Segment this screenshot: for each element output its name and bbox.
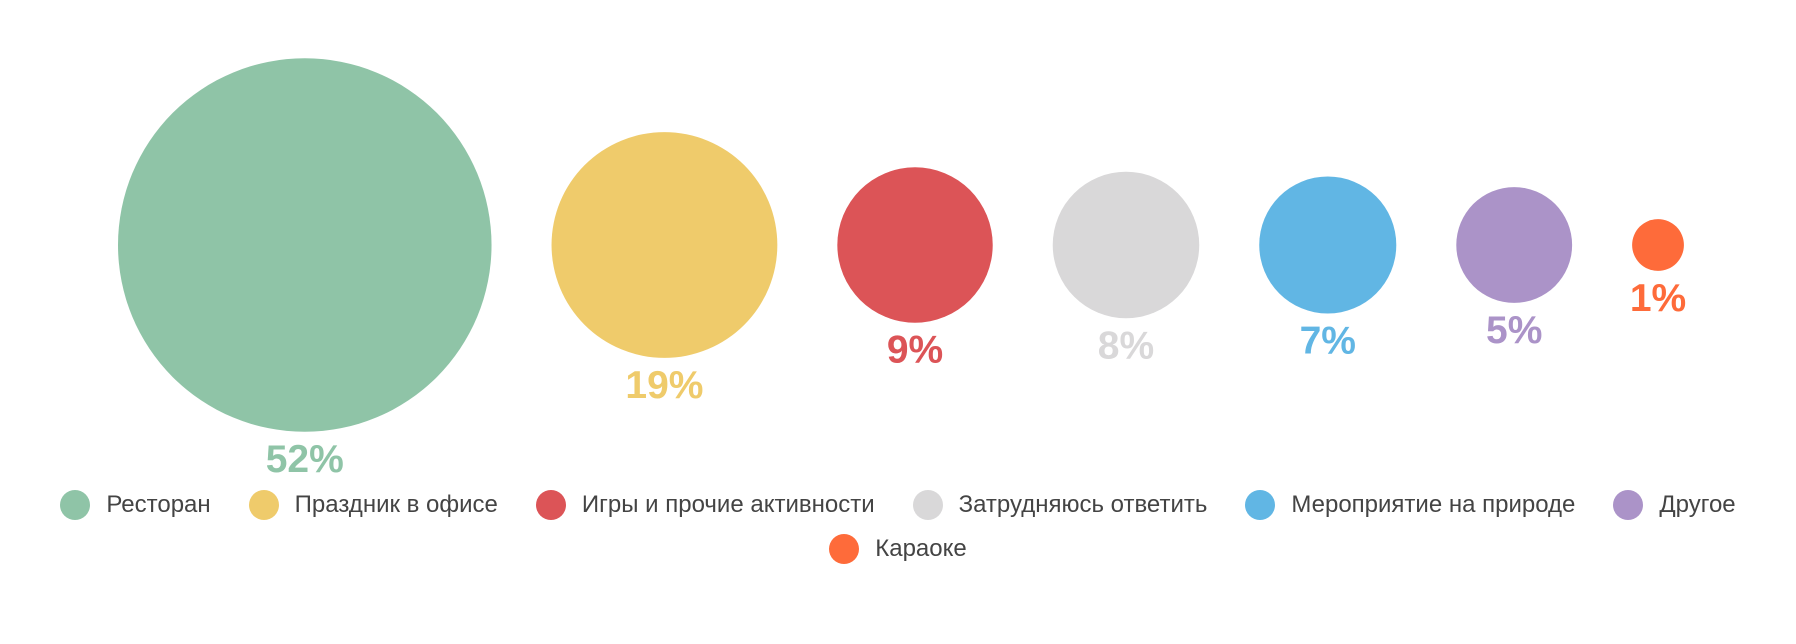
- value-label: 9%: [887, 329, 943, 372]
- value-label: 52%: [266, 438, 344, 481]
- legend-marker: [1613, 490, 1644, 520]
- bubble: [551, 132, 778, 358]
- legend-label: Игры и прочие активности: [581, 491, 875, 518]
- value-label: 7%: [1300, 320, 1356, 363]
- legend-label: Затрудняюсь ответить: [958, 491, 1208, 518]
- legend-marker: [829, 534, 860, 564]
- value-label: 8%: [1098, 324, 1154, 367]
- legend-label: Другое: [1659, 491, 1736, 518]
- legend-marker: [248, 490, 279, 520]
- value-label: 19%: [625, 364, 703, 407]
- legend-item: Затрудняюсь ответить: [912, 488, 1208, 522]
- value-label: 1%: [1630, 277, 1686, 320]
- legend: Ресторан Праздник в офисе Игры и прочие ак…: [48, 488, 1748, 566]
- bubble: [1632, 219, 1684, 271]
- legend-marker: [60, 490, 91, 520]
- legend-item: Ресторан: [60, 488, 211, 522]
- bubble: [117, 58, 492, 432]
- plot: 52% 19% 9% 8% 7% 5% 1%: [117, 58, 1686, 481]
- bubble: [1259, 176, 1397, 314]
- legend-item: Мероприятие на природе: [1245, 488, 1575, 522]
- bubble: [837, 167, 993, 323]
- legend-item: Другое: [1613, 488, 1736, 522]
- value-label: 5%: [1486, 309, 1542, 352]
- legend-label: Мероприятие на природе: [1291, 491, 1576, 518]
- legend-item: Праздник в офисе: [248, 488, 498, 522]
- legend-label: Ресторан: [106, 491, 211, 518]
- legend-marker: [912, 490, 943, 520]
- legend-marker: [535, 490, 566, 520]
- legend-item: Караоке: [829, 532, 967, 566]
- bubble: [1456, 187, 1573, 303]
- legend-item: Игры и прочие активности: [535, 488, 875, 522]
- legend-label: Праздник в офисе: [294, 491, 498, 518]
- legend-label: Караоке: [875, 535, 967, 562]
- bubble: [1052, 171, 1200, 319]
- legend-marker: [1245, 490, 1276, 520]
